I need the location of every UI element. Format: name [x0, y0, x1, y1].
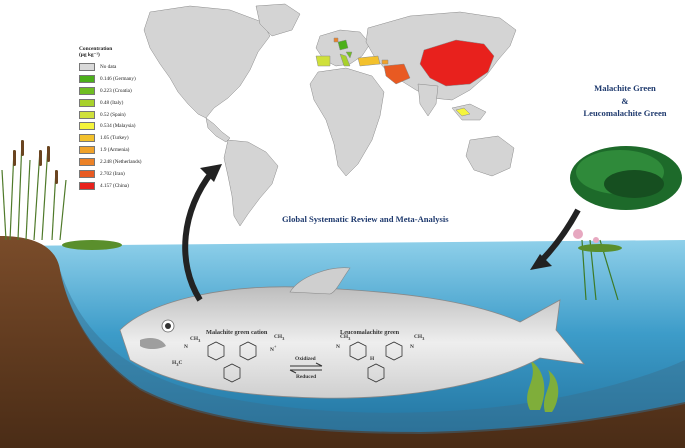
legend: Concentration (μg kg⁻¹) No data 0.146 (Ge… [79, 46, 189, 192]
legend-item: 0.534 (Malaysia) [79, 120, 189, 132]
legend-swatch [79, 86, 95, 95]
croatia-shape [345, 51, 353, 59]
malaysia-shape [455, 107, 471, 117]
legend-item: 0.52 (Spain) [79, 109, 189, 121]
oxidized-label: Oxidized [295, 356, 316, 362]
spain-shape [315, 55, 331, 67]
reeds [1, 139, 67, 241]
legend-label: 2.702 (Iran) [100, 170, 125, 177]
iran-shape [383, 63, 411, 85]
armenia-shape [381, 59, 389, 65]
legend-item: 2.702 (Iran) [79, 168, 189, 180]
legend-item: 0.146 (Germany) [79, 73, 189, 85]
legend-item: 1.05 (Turkey) [79, 132, 189, 144]
legend-item: 0.48 (Italy) [79, 97, 189, 109]
legend-swatch [79, 74, 95, 83]
leuco-right-n-label: N [410, 344, 414, 350]
legend-swatch [79, 146, 95, 155]
legend-swatch [79, 98, 95, 107]
legend-item: 2.248 (Netherlands) [79, 156, 189, 168]
legend-swatch [79, 122, 95, 131]
arrow-to-map [182, 170, 215, 302]
legend-label: 0.223 (Croatia) [100, 87, 132, 94]
india [417, 83, 439, 117]
right-n-label: N+ [270, 344, 277, 353]
reduced-label: Reduced [296, 374, 317, 380]
netherlands-shape [333, 37, 339, 43]
seaweed [527, 360, 559, 412]
fish [119, 267, 585, 399]
legend-label: 0.48 (Italy) [100, 99, 124, 106]
legend-swatch [79, 62, 95, 71]
left-bank [0, 236, 685, 448]
legend-swatch [79, 110, 95, 119]
right-ch3-label: CH3 [274, 334, 285, 342]
leuco-ch3-left: CH3 [340, 334, 351, 342]
malachite-green-cation-label: Malachite green cation [206, 329, 268, 336]
germany-shape [337, 39, 349, 51]
world-map [143, 3, 517, 227]
legend-label: No data [100, 63, 117, 70]
greenland [255, 3, 301, 37]
lotus-bud [593, 237, 599, 243]
legend-item: 4.157 (China) [79, 180, 189, 192]
leuco-ch3-right: CH3 [414, 334, 425, 342]
legend-item: 1.9 (Armenia) [79, 144, 189, 156]
legend-swatch [79, 169, 95, 178]
legend-label: 1.05 (Turkey) [100, 135, 129, 142]
south-america [223, 139, 279, 227]
legend-label: 0.534 (Malaysia) [100, 123, 136, 130]
australia [465, 135, 515, 177]
legend-swatch [79, 181, 95, 190]
leuco-h-label: H [370, 356, 375, 362]
leucomalachite-green-label: Leucomalachite green [340, 329, 400, 336]
lotus-flower [573, 229, 583, 239]
legend-label: 1.9 (Armenia) [100, 147, 130, 154]
legend-item: No data [79, 61, 189, 73]
legend-swatch [79, 158, 95, 167]
lily-pad-left [62, 240, 122, 250]
leuco-left-n-label: N [336, 344, 340, 350]
legend-label: 4.157 (China) [100, 182, 129, 189]
china-shape [419, 39, 495, 87]
turkey-shape [357, 55, 381, 67]
africa [309, 67, 385, 177]
malachite-green-pile [570, 146, 682, 210]
legend-unit: (μg kg⁻¹) [79, 52, 100, 58]
legend-label: 0.52 (Spain) [100, 111, 126, 118]
se-asia [451, 103, 487, 121]
legend-rows: No data 0.146 (Germany) 0.223 (Croatia) 0.4… [79, 61, 189, 192]
legend-item: 0.223 (Croatia) [79, 85, 189, 97]
cattails [13, 140, 58, 184]
compound-title: Malachite Green & Leucomalachite Green [565, 82, 685, 120]
legend-title: Concentration [79, 46, 113, 52]
lily-pad-right [578, 244, 622, 252]
left-h3c-label: H3C [172, 360, 183, 368]
legend-label: 0.146 (Germany) [100, 75, 136, 82]
legend-swatch [79, 134, 95, 143]
compound-title-line3: Leucomalachite Green [583, 108, 667, 118]
left-ch3-label: CH3 [190, 336, 201, 344]
legend-label: 2.248 (Netherlands) [100, 159, 142, 166]
map-title: Global Systematic Review and Meta-Analys… [282, 214, 449, 224]
italy-shape [339, 53, 351, 67]
compound-title-line1: Malachite Green [594, 83, 656, 93]
compound-title-line2: & [621, 95, 629, 106]
molecule-rings [207, 341, 403, 383]
left-n-label: N [184, 344, 188, 350]
